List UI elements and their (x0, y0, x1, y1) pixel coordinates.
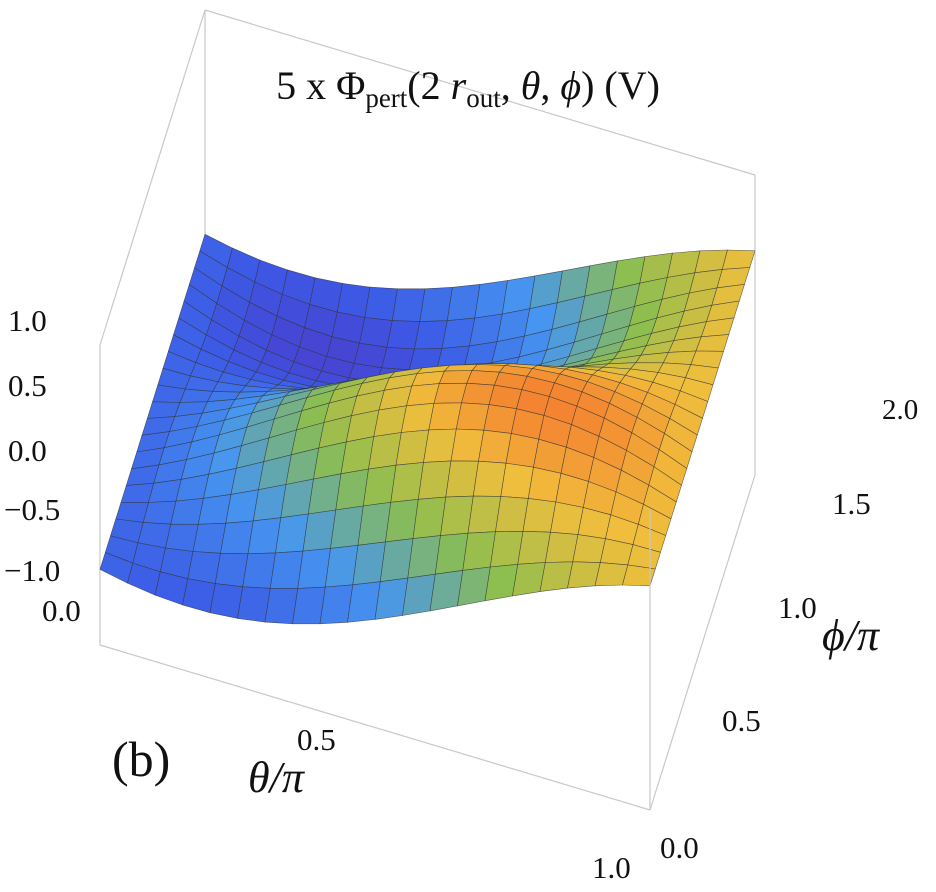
z-tick-label: 0.5 (8, 368, 47, 403)
surface-cell (209, 583, 244, 619)
surface-cell (264, 587, 299, 625)
y-tick-label: 2.0 (882, 394, 919, 426)
surface-cell (721, 249, 756, 270)
surface-cell (500, 462, 534, 499)
box-edge (99, 9, 206, 346)
surface-cell (214, 552, 249, 588)
surface-cell (522, 498, 557, 533)
surface-cell (695, 334, 730, 352)
y-tick-label: 1.5 (832, 486, 871, 521)
z-tick-label: −1.0 (4, 553, 61, 588)
surface-cell (572, 534, 606, 563)
y-tick-label: 1.0 (778, 590, 817, 625)
surface-cell (466, 370, 500, 386)
surface-cell (197, 494, 232, 525)
surface-cell (478, 429, 512, 464)
box-edge (649, 474, 756, 811)
surface-cell (450, 428, 485, 462)
surface-cell (297, 548, 331, 589)
surface-cell (495, 496, 529, 533)
surface-cell (269, 550, 304, 589)
bounding-box-front (99, 474, 756, 811)
x-tick-label: 0.5 (297, 722, 336, 757)
surface-cell (622, 564, 656, 587)
z-tick-label: 0.0 (8, 433, 47, 468)
surface-cell (594, 562, 629, 587)
surface-cell (359, 317, 393, 348)
surface-cell (142, 500, 177, 525)
surface-cell (170, 497, 204, 525)
surface-cell (550, 501, 584, 535)
surface-cell (220, 520, 254, 555)
box-edge (99, 644, 651, 811)
x-tick-label: 0.0 (42, 593, 81, 628)
surface-cell (237, 586, 271, 623)
x-axis-label: θ/π (248, 753, 304, 802)
surface-cell (662, 350, 697, 365)
surface-cell (428, 402, 462, 431)
surface-cell (336, 283, 371, 318)
surface-cell (505, 433, 540, 468)
y-tick-label: 0.5 (722, 703, 761, 738)
z-tick-label: −0.5 (4, 492, 61, 527)
surface-cell (242, 552, 276, 589)
surface-cell (381, 346, 415, 371)
surface-cell (391, 288, 426, 322)
surface-cell (438, 370, 473, 384)
surface-cell (483, 404, 517, 434)
surface-cell (120, 482, 155, 503)
surface-cell (461, 382, 495, 405)
surface-cell (419, 286, 453, 322)
surface-cell (165, 523, 199, 552)
surface-cell (472, 460, 507, 497)
bounding-box-back (99, 9, 756, 645)
surface-cell (445, 460, 479, 498)
y-tick-label: 0.0 (660, 830, 699, 865)
chart-title: 5 x Φpert(2 rout, θ, ϕ) (V) (276, 63, 660, 113)
surface-cell (527, 466, 562, 503)
surface-cell (455, 402, 490, 431)
surface-cell (716, 267, 751, 289)
x-tick-label: 1.0 (592, 850, 631, 885)
surface-cell (364, 286, 398, 321)
surface-cell (414, 320, 448, 350)
surface-cell (182, 578, 216, 614)
surface-cell (544, 531, 579, 563)
surface-mesh (99, 233, 756, 625)
y-axis-label: ϕ/π (822, 611, 880, 660)
panel-label: (b) (112, 731, 171, 787)
surface-cell (292, 586, 326, 625)
surface-cell (187, 551, 221, 584)
surface-cell (192, 522, 227, 554)
surface-cell (386, 320, 421, 350)
z-tick-label: 1.0 (8, 303, 47, 338)
box-edge (204, 9, 756, 176)
